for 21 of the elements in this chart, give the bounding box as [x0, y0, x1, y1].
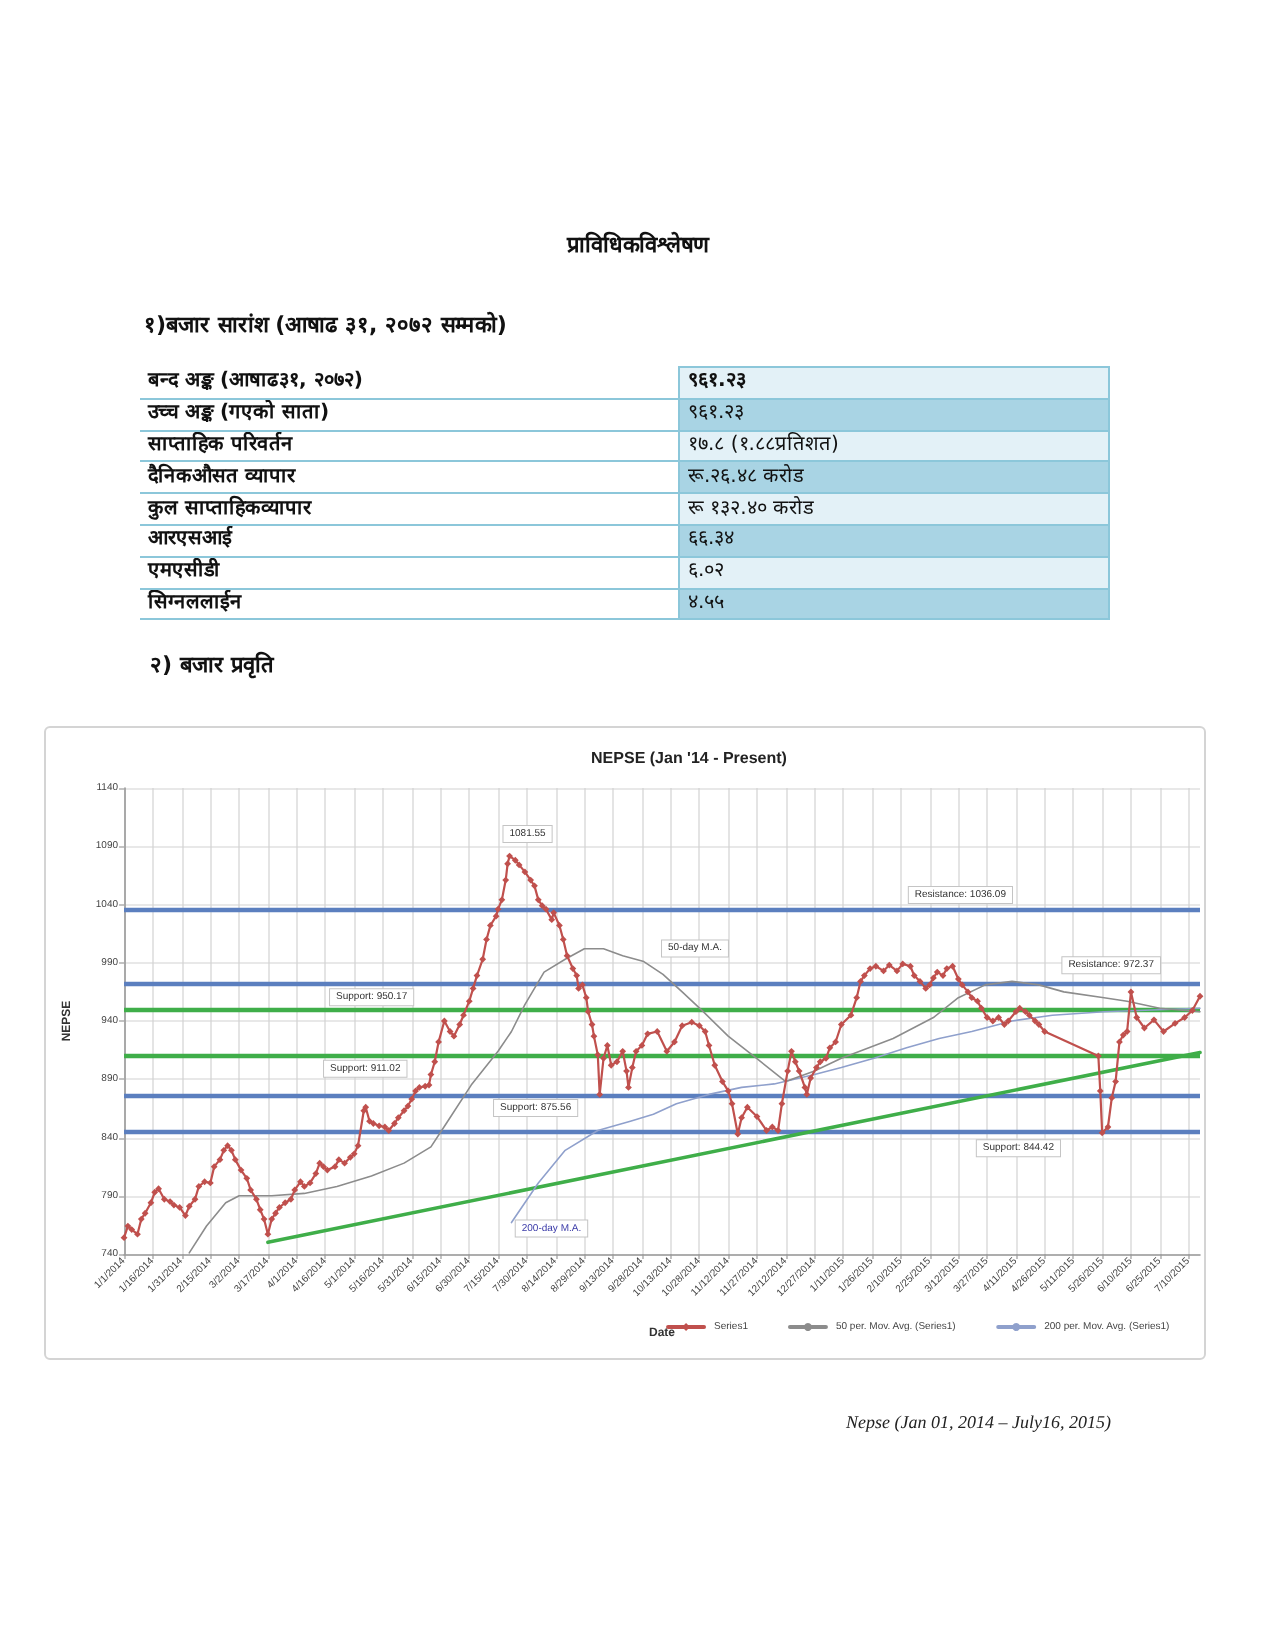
text: सिग्नललाईन [140, 588, 679, 620]
text: साप्ताहिक परिवर्तन [140, 430, 679, 462]
text: १)बजार सारांश (आषाढ ३१, २०७२ सम्मको) [144, 309, 507, 338]
text: Nepse (Jan 01, 2014 – July16, 2015) [846, 1412, 1111, 1432]
text: १७.८ (१.८८प्रतिशत) [679, 430, 1109, 462]
text: २) बजार प्रवृति [150, 649, 274, 678]
text: ९६१.२३ [679, 398, 1109, 431]
text: उच्च अङ्क (गएको साता) [140, 398, 679, 431]
text: एमएसीडी [140, 556, 679, 589]
text: आरएसआई [140, 524, 679, 557]
text: बन्द अङ्क (आषाढ३१, २०७२) [140, 367, 679, 399]
text: ९६१.२३ [679, 367, 1109, 399]
text: रू १३२.४० करोड [679, 493, 1109, 525]
text: ६६.३४ [679, 524, 1109, 557]
text: दैनिकऔसत व्यापार [140, 461, 679, 494]
text: प्राविधिकविश्लेषण [567, 229, 709, 258]
text: रू.२६.४८ करोड [679, 461, 1109, 494]
text: ६.०२ [679, 556, 1109, 589]
chart-title: NEPSE (Jan '14 - Present) [591, 749, 788, 767]
text: कुल साप्ताहिकव्यापार [140, 493, 679, 525]
text: ४.५५ [679, 588, 1109, 620]
